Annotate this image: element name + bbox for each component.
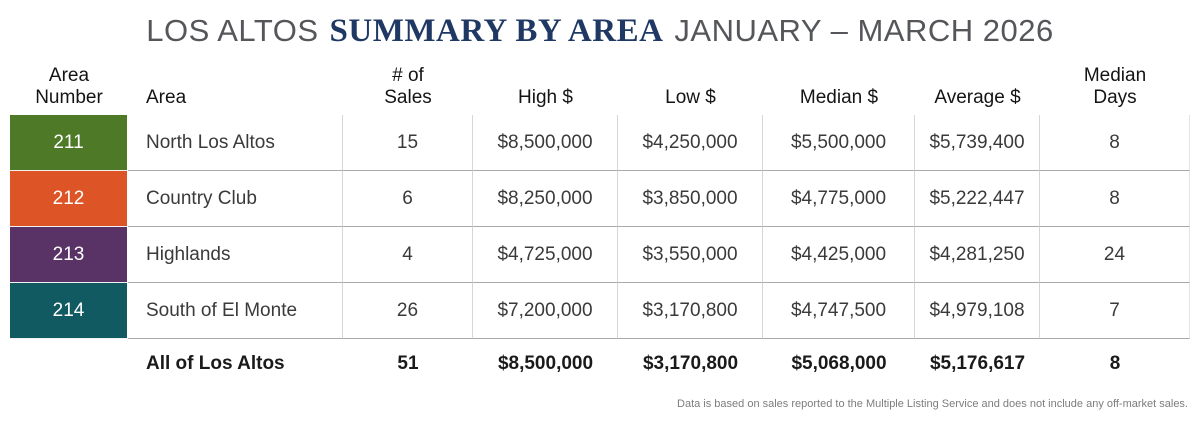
area-cell: Country Club	[128, 171, 343, 227]
median-days-cell: 8	[1040, 115, 1190, 171]
area-cell: South of El Monte	[128, 283, 343, 339]
title-prefix: LOS ALTOS	[146, 13, 319, 48]
summary-area-number-cell	[10, 339, 128, 389]
summary-median-cell: $5,068,000	[791, 353, 887, 374]
median-days-cell: 8	[1040, 171, 1190, 227]
summary-high-cell: $8,500,000	[497, 353, 594, 374]
low-cell: $3,170,800	[618, 283, 763, 339]
summary-median-days-cell: 8	[1109, 353, 1121, 374]
table-row: 212 Country Club 6 $8,250,000 $3,850,000…	[10, 171, 1190, 227]
area-number-cell: 212	[10, 171, 128, 227]
high-cell: $4,725,000	[473, 227, 618, 283]
title-emphasis: SUMMARY BY AREA	[329, 13, 664, 49]
col-header-median-days: Median Days	[1083, 65, 1147, 108]
table-header-row: Area Number Area # of Sales High $ Low $…	[10, 64, 1190, 115]
median-cell: $5,500,000	[763, 115, 915, 171]
summary-sales-cell: 51	[397, 353, 419, 374]
sales-cell: 26	[343, 283, 473, 339]
high-cell: $8,250,000	[473, 171, 618, 227]
high-cell: $7,200,000	[473, 283, 618, 339]
col-header-high: High $	[518, 86, 573, 108]
area-number-cell: 213	[10, 227, 128, 283]
low-cell: $3,850,000	[618, 171, 763, 227]
summary-row: All of Los Altos 51 $8,500,000 $3,170,80…	[10, 339, 1190, 389]
average-cell: $4,281,250	[915, 227, 1040, 283]
title-suffix: JANUARY – MARCH 2026	[674, 13, 1054, 48]
page-title: LOS ALTOS SUMMARY BY AREA JANUARY – MARC…	[0, 0, 1200, 50]
median-cell: $4,425,000	[763, 227, 915, 283]
col-header-low: Low $	[665, 86, 716, 108]
average-cell: $4,979,108	[915, 283, 1040, 339]
summary-area-cell: All of Los Altos	[146, 353, 285, 374]
sales-cell: 6	[343, 171, 473, 227]
average-cell: $5,739,400	[915, 115, 1040, 171]
summary-table: Area Number Area # of Sales High $ Low $…	[10, 64, 1190, 389]
area-cell: North Los Altos	[128, 115, 343, 171]
sales-cell: 4	[343, 227, 473, 283]
median-cell: $4,747,500	[763, 283, 915, 339]
median-cell: $4,775,000	[763, 171, 915, 227]
table-row: 213 Highlands 4 $4,725,000 $3,550,000 $4…	[10, 227, 1190, 283]
low-cell: $3,550,000	[618, 227, 763, 283]
data-source-footnote: Data is based on sales reported to the M…	[677, 398, 1188, 410]
col-header-average: Average $	[934, 86, 1021, 108]
area-number-cell: 211	[10, 115, 128, 171]
low-cell: $4,250,000	[618, 115, 763, 171]
sales-cell: 15	[343, 115, 473, 171]
col-header-area-number: Area Number	[35, 65, 103, 108]
median-days-cell: 24	[1040, 227, 1190, 283]
average-cell: $5,222,447	[915, 171, 1040, 227]
table-row: 214 South of El Monte 26 $7,200,000 $3,1…	[10, 283, 1190, 339]
col-header-median: Median $	[799, 86, 879, 108]
summary-average-cell: $5,176,617	[929, 353, 1026, 374]
col-header-area: Area	[146, 86, 187, 108]
area-cell: Highlands	[128, 227, 343, 283]
median-days-cell: 7	[1040, 283, 1190, 339]
summary-low-cell: $3,170,800	[642, 353, 739, 374]
table-row: 211 North Los Altos 15 $8,500,000 $4,250…	[10, 115, 1190, 171]
col-header-num-sales: # of Sales	[384, 65, 432, 108]
high-cell: $8,500,000	[473, 115, 618, 171]
area-number-cell: 214	[10, 283, 128, 339]
